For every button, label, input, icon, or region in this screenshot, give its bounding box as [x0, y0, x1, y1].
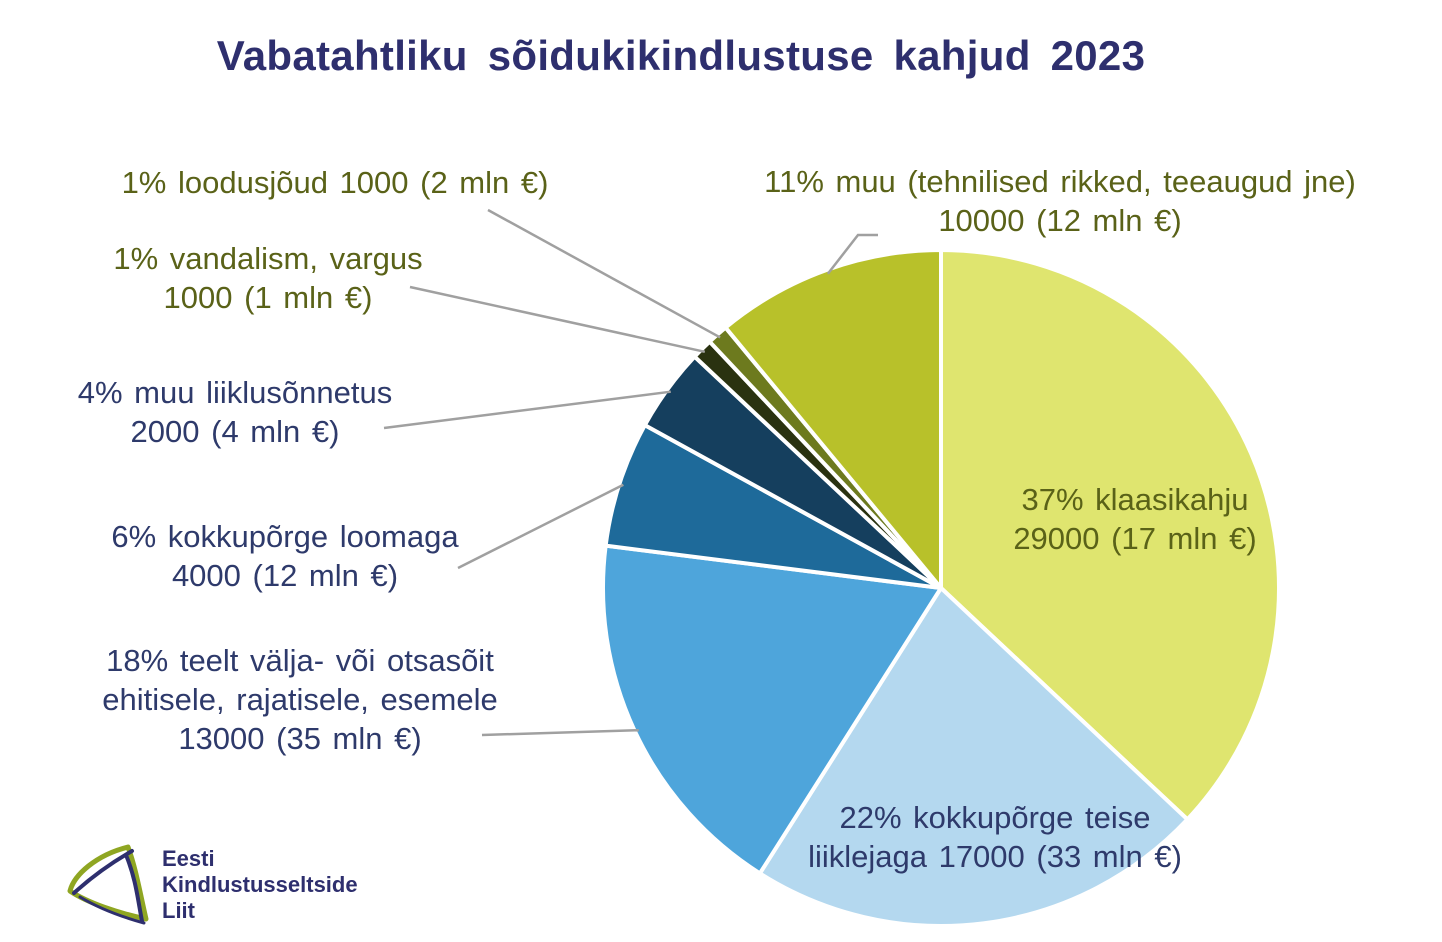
slice-label-collision-other: 22% kokkupõrge teise liiklejaga 17000 (3… — [808, 800, 1182, 874]
leader-line-off-road — [481, 728, 639, 737]
pie-slice-glass — [939, 248, 1281, 822]
slice-label-animal: 6% kokkupõrge loomaga 4000 (12 mln €) — [111, 519, 459, 593]
leader-line-vandalism — [409, 285, 706, 354]
slice-label-nature: 1% loodusjõud 1000 (2 mln €) — [121, 165, 549, 200]
logo-icon — [67, 844, 149, 925]
leader-line-other-accident — [383, 390, 671, 430]
slice-label-off-road: 18% teelt välja- või otsasõit ehitisele,… — [102, 643, 498, 756]
slice-label-other-accident: 4% muu liiklusõnnetus 2000 (4 mln €) — [77, 375, 393, 449]
slice-label-other: 11% muu (tehnilised rikked, teeaugud jne… — [764, 164, 1356, 238]
chart-title: Vabatahtliku sõidukikindlustuse kahjud 2… — [216, 32, 1146, 79]
slice-label-glass: 37% klaasikahju 29000 (17 mln €) — [1013, 482, 1257, 556]
pie-slice-collision-other — [757, 586, 1190, 928]
slice-label-vandalism: 1% vandalism, vargus 1000 (1 mln €) — [113, 241, 423, 315]
logo-text: Eesti Kindlustusseltside Liit — [162, 846, 358, 923]
pie-slice-off-road — [601, 543, 943, 876]
pie-slice-other — [723, 248, 943, 590]
leader-line-other — [826, 233, 878, 275]
leader-line-animal — [457, 483, 624, 570]
pie-slice-animal — [603, 423, 943, 590]
leader-line-nature — [487, 208, 721, 339]
